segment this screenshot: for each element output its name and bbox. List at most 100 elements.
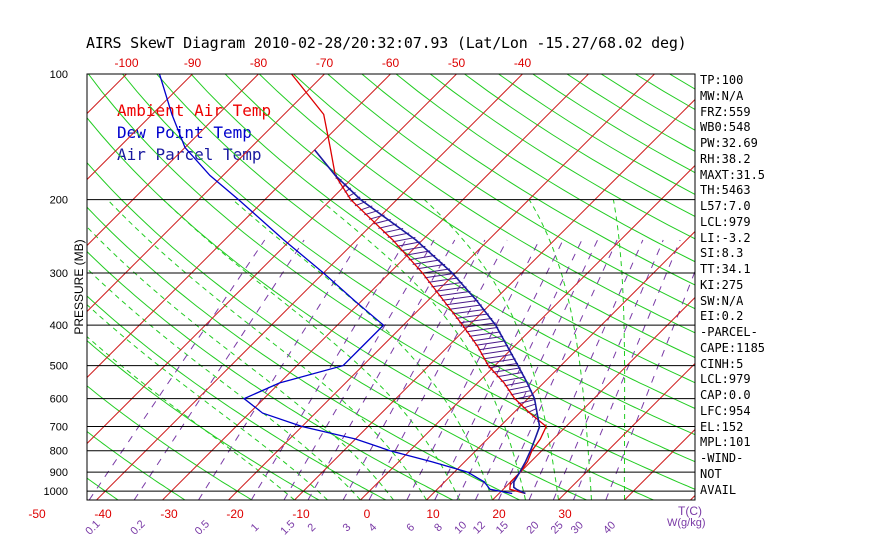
cape-hatch-line bbox=[455, 313, 489, 319]
cape-hatch-line bbox=[452, 308, 486, 315]
pressure-tick-label: 900 bbox=[50, 467, 68, 479]
pressure-tick-label: 100 bbox=[50, 69, 68, 81]
index-entry: LCL:979 bbox=[700, 214, 751, 229]
top-temp-tick-label: -50 bbox=[448, 56, 466, 70]
isotherm-line bbox=[87, 74, 457, 445]
bottom-temp-tick-label: 30 bbox=[558, 507, 572, 521]
index-entry: LI:-3.2 bbox=[700, 230, 751, 245]
cape-hatch-line bbox=[387, 232, 410, 238]
bottom-temp-tick-label: -10 bbox=[292, 507, 310, 521]
index-entry: FRZ:559 bbox=[700, 104, 751, 119]
moist-adiabat-line bbox=[87, 267, 361, 500]
cape-hatch-line bbox=[480, 349, 511, 355]
cape-hatch-line bbox=[424, 272, 455, 279]
dry-adiabat-line bbox=[87, 116, 654, 500]
dry-adiabat-line bbox=[464, 74, 695, 217]
index-entry: CAP:0.0 bbox=[700, 388, 751, 402]
mixing-ratio-tick-label: 0.1 bbox=[83, 518, 102, 537]
mixing-ratio-tick-label: 3 bbox=[341, 521, 354, 534]
index-entry: -PARCEL- bbox=[700, 325, 758, 339]
dry-adiabat-line bbox=[841, 74, 870, 500]
bottom-temp-tick-label: 20 bbox=[492, 507, 506, 521]
dry-adiabat-line bbox=[566, 74, 695, 152]
cape-hatch-line bbox=[510, 389, 532, 396]
dry-adiabat-line bbox=[122, 74, 695, 463]
bottom-temp-tick-label: -20 bbox=[226, 507, 244, 521]
moist-adiabat-line bbox=[162, 199, 460, 500]
top-temp-tick-label: -80 bbox=[250, 56, 268, 70]
top-temp-tick-label: -40 bbox=[514, 56, 532, 70]
cape-hatch-line bbox=[445, 299, 479, 306]
isotherm-line bbox=[757, 74, 870, 500]
y-axis-label: PRESSURE (MB) bbox=[72, 239, 86, 334]
cape-hatch-line bbox=[468, 331, 501, 337]
mixing-ratio-tick-label: 15 bbox=[494, 519, 511, 536]
isotherm-line bbox=[0, 74, 61, 500]
isotherm-line bbox=[294, 98, 695, 500]
cape-hatch-line bbox=[507, 385, 530, 391]
index-entry: EL:152 bbox=[700, 419, 744, 434]
cape-hatch-line bbox=[485, 358, 516, 364]
pressure-tick-label: 300 bbox=[50, 268, 68, 280]
moist-adiabat-line bbox=[319, 199, 526, 500]
cape-hatch-line bbox=[510, 480, 515, 486]
mixing-ratio-line bbox=[406, 239, 540, 500]
dry-adiabat-line bbox=[532, 74, 695, 174]
index-entry: CAPE:1185 bbox=[700, 340, 766, 355]
index-entry: L57:7.0 bbox=[700, 199, 751, 213]
index-entry: TH:5463 bbox=[700, 183, 751, 198]
bottom-temp-tick-label: 10 bbox=[426, 507, 440, 521]
index-entry: TT:34.1 bbox=[700, 262, 751, 276]
mixing-ratio-tick-label: 6 bbox=[404, 521, 417, 534]
dry-adiabat-line bbox=[429, 74, 695, 240]
dry-adiabat-line bbox=[772, 74, 870, 500]
bottom-temp-tick-label: -30 bbox=[160, 507, 178, 521]
mixing-ratio-tick-label: 4 bbox=[366, 521, 379, 534]
mixing-ratio-line bbox=[198, 239, 361, 500]
mixing-ratio-tick-label: 12 bbox=[471, 519, 488, 536]
index-entry: EI:0.2 bbox=[700, 309, 744, 324]
cape-hatch-line bbox=[431, 281, 463, 288]
mixing-ratio-line bbox=[368, 239, 508, 500]
cape-hatch-line bbox=[434, 286, 467, 292]
index-entry: SW:N/A bbox=[700, 293, 744, 308]
isotherm-line bbox=[87, 74, 193, 181]
index-entry: WB0:548 bbox=[700, 120, 751, 135]
index-entry: MW:N/A bbox=[700, 88, 744, 103]
dry-adiabat-line bbox=[704, 74, 870, 500]
moist-adiabat-line bbox=[107, 199, 427, 500]
pressure-tick-label: 200 bbox=[50, 195, 68, 207]
index-entry: KI:275 bbox=[700, 277, 744, 292]
index-entry: CINH:5 bbox=[700, 356, 744, 371]
index-entry: -WIND- bbox=[700, 451, 744, 465]
cape-hatch-line bbox=[504, 380, 528, 387]
dry-adiabat-line bbox=[738, 74, 870, 500]
mixing-ratio-tick-label: 0.5 bbox=[193, 518, 212, 537]
cape-hatch-line bbox=[400, 245, 426, 252]
mixing-ratio-line bbox=[605, 269, 695, 500]
isotherm-line bbox=[87, 74, 259, 247]
moist-adiabat-line bbox=[87, 303, 328, 500]
cape-hatch-line bbox=[475, 340, 506, 346]
mixing-ratio-tick-label: 10 bbox=[452, 519, 469, 536]
mixing-ratio-tick-label: 1 bbox=[249, 521, 262, 534]
dry-adiabat-line bbox=[87, 430, 186, 500]
mixing-ratio-line bbox=[498, 239, 618, 500]
pressure-tick-label: 500 bbox=[50, 361, 68, 373]
mixing-ratio-line bbox=[456, 239, 583, 500]
cape-hatch-line bbox=[416, 263, 446, 270]
mixing-ratio-line bbox=[572, 239, 681, 500]
bottom-temp-tick-label: -40 bbox=[94, 507, 112, 521]
dry-adiabat-line bbox=[87, 385, 253, 500]
cape-hatch-line bbox=[438, 290, 471, 297]
dry-adiabat-line bbox=[258, 74, 695, 359]
cape-hatch-line bbox=[396, 241, 421, 247]
dry-adiabat-line bbox=[0, 74, 51, 500]
pressure-tick-label: 1000 bbox=[44, 486, 68, 498]
isotherm-line bbox=[360, 164, 695, 500]
cape-hatch-line bbox=[427, 277, 459, 283]
mixing-ratio-line bbox=[88, 239, 266, 500]
ambient-air-temp-line bbox=[290, 74, 548, 495]
plot-frame bbox=[86, 73, 696, 501]
moist-adiabat-line bbox=[528, 199, 592, 500]
